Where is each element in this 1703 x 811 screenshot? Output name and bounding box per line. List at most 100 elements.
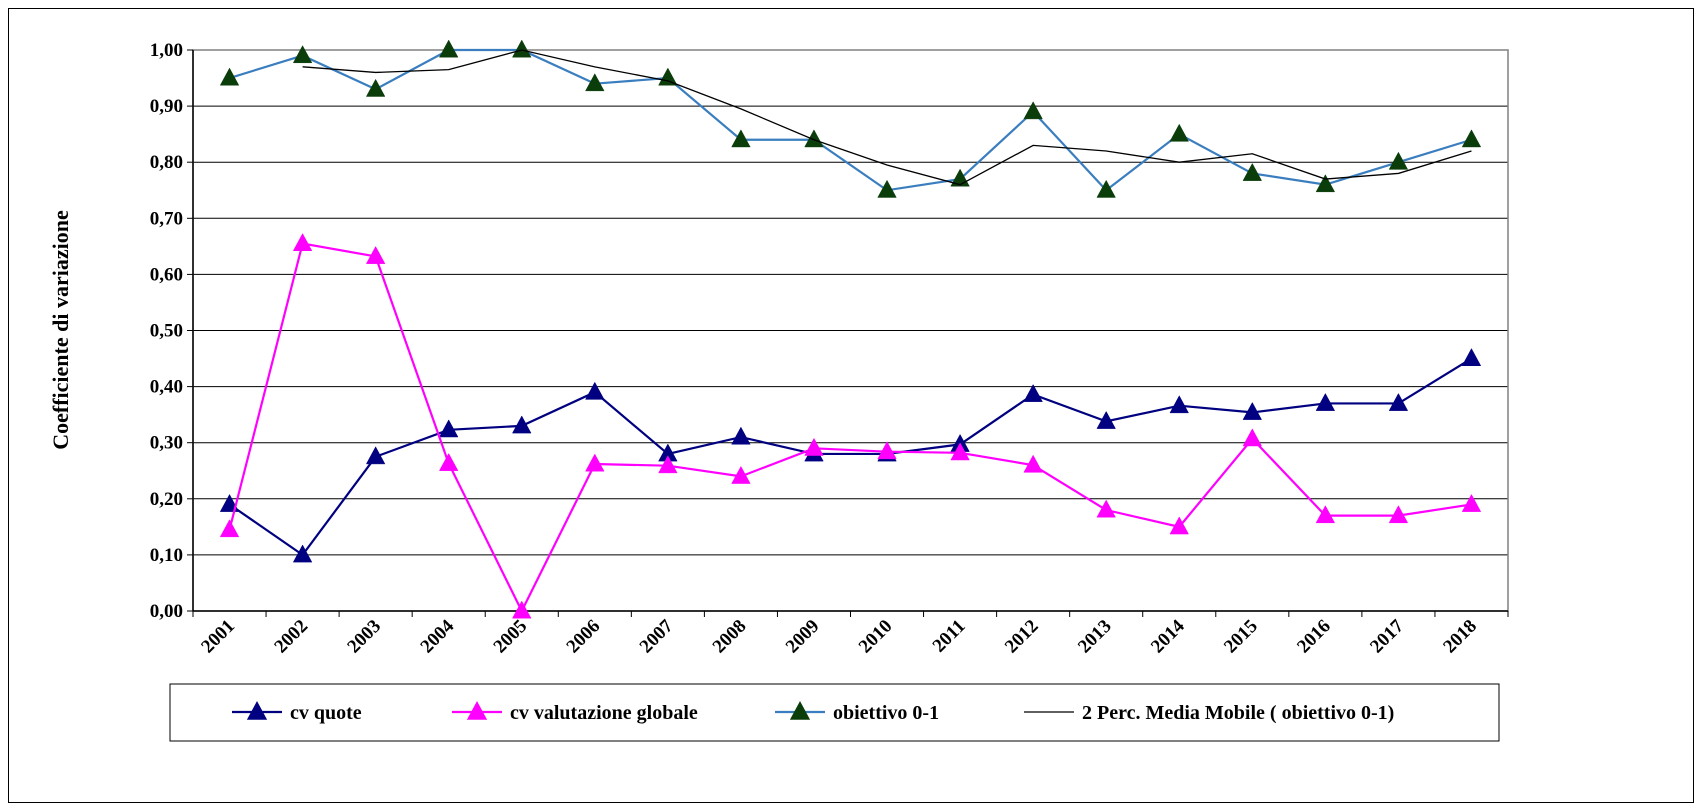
legend-item-3: 2 Perc. Media Mobile ( obiettivo 0-1) — [1024, 702, 1394, 724]
data-point — [1242, 428, 1263, 447]
data-point — [1461, 493, 1482, 512]
data-point — [1388, 151, 1409, 170]
data-point — [658, 67, 678, 86]
legend-label: 2 Perc. Media Mobile ( obiettivo 0-1) — [1082, 702, 1394, 724]
y-tick-label: 0,40 — [150, 377, 183, 398]
x-tick-label: 2006 — [563, 616, 605, 658]
chart-frame — [8, 8, 1694, 803]
x-tick-label: 2015 — [1220, 616, 1262, 658]
legend-item-1: cv valutazione globale — [452, 701, 698, 724]
data-point — [292, 233, 313, 251]
data-point — [585, 73, 605, 92]
y-tick-label: 0,10 — [150, 545, 183, 566]
data-point — [804, 437, 824, 456]
data-point — [1461, 348, 1482, 366]
series-2 — [219, 39, 1482, 198]
data-point — [877, 179, 897, 198]
legend-box — [169, 683, 1500, 742]
y-tick-label: 0,20 — [150, 489, 183, 510]
series-1 — [219, 233, 1482, 619]
data-point — [512, 600, 532, 619]
legend-item-2: obiettivo 0-1 — [775, 701, 939, 724]
legend-label: obiettivo 0-1 — [833, 702, 939, 724]
data-point — [658, 455, 678, 474]
data-point — [438, 453, 459, 471]
data-point — [365, 446, 386, 465]
legend-swatch-marker — [466, 701, 488, 720]
data-point — [1023, 384, 1043, 402]
x-tick-label: 2016 — [1293, 616, 1335, 658]
x-tick-label: 2009 — [782, 616, 824, 658]
x-axis: 2001 2002 2003 2004 2005 2006 2007 2008 2009 2010… — [192, 610, 1509, 658]
data-point — [1096, 179, 1116, 198]
data-point — [512, 39, 532, 58]
data-point — [438, 39, 459, 58]
data-point — [1169, 123, 1189, 142]
x-tick-label: 2011 — [929, 616, 970, 657]
y-tick-label: 0,00 — [150, 601, 183, 622]
data-point — [512, 415, 532, 434]
x-tick-label: 2017 — [1366, 615, 1408, 657]
legend-swatch-marker — [246, 701, 268, 720]
x-tick-label: 2003 — [343, 616, 385, 658]
series-0 — [219, 348, 1482, 563]
data-point — [1242, 401, 1263, 420]
x-tick-label: 2012 — [1001, 616, 1043, 658]
data-point — [1023, 101, 1043, 120]
series-line — [228, 357, 1473, 557]
data-point — [219, 519, 240, 538]
data-point — [1096, 410, 1116, 429]
data-point — [1169, 516, 1189, 535]
x-tick-label: 2010 — [855, 616, 897, 658]
legend: cv quote cv valutazione globale obiettivo … — [169, 683, 1500, 742]
data-point — [804, 129, 824, 148]
data-point — [1388, 392, 1409, 411]
data-point — [292, 544, 313, 563]
data-point — [1169, 395, 1189, 414]
data-point — [365, 246, 386, 264]
x-tick-label: 2008 — [709, 616, 751, 658]
series-line — [228, 242, 1472, 614]
series-line — [302, 49, 1472, 186]
data-point — [1242, 162, 1263, 181]
data-point — [1315, 174, 1336, 193]
y-axis-label: Coefficiente di variazione — [48, 210, 73, 450]
data-point — [1315, 392, 1336, 411]
legend-label: cv valutazione globale — [510, 702, 698, 724]
data-point — [1461, 129, 1482, 148]
data-point — [731, 426, 751, 445]
data-point — [731, 129, 751, 148]
x-tick-label: 2004 — [417, 615, 459, 657]
y-tick-label: 0,30 — [150, 433, 183, 454]
x-tick-label: 2014 — [1147, 615, 1189, 657]
y-tick-label: 0,80 — [150, 152, 183, 173]
x-tick-label: 2013 — [1074, 616, 1116, 658]
x-tick-label: 2018 — [1439, 616, 1481, 658]
data-point — [365, 78, 386, 97]
legend-label: cv quote — [290, 702, 362, 724]
data-point — [950, 442, 970, 461]
x-tick-label: 2007 — [636, 615, 678, 657]
data-point — [1388, 505, 1409, 524]
series-3 — [302, 49, 1472, 186]
series-group — [219, 39, 1482, 619]
data-point — [292, 45, 313, 64]
data-point — [731, 465, 751, 484]
data-point — [585, 381, 605, 400]
data-point — [585, 453, 605, 472]
data-point — [1315, 505, 1336, 524]
legend-item-0: cv quote — [232, 701, 362, 724]
data-point — [219, 67, 240, 86]
grid-lines — [193, 49, 1508, 556]
data-point — [1023, 454, 1043, 473]
x-tick-label: 2005 — [490, 616, 532, 658]
legend-swatch-marker — [789, 701, 811, 720]
data-point — [438, 419, 459, 438]
y-tick-label: 0,90 — [150, 96, 183, 117]
y-axis: 0,00 0,10 0,20 0,30 0,40 0,50 0,60 0,70 0,80 0,90… — [150, 40, 194, 622]
y-tick-label: 0,50 — [150, 321, 183, 342]
y-tick-label: 1,00 — [150, 40, 183, 61]
y-tick-label: 0,60 — [150, 264, 183, 285]
x-tick-label: 2002 — [270, 616, 312, 658]
